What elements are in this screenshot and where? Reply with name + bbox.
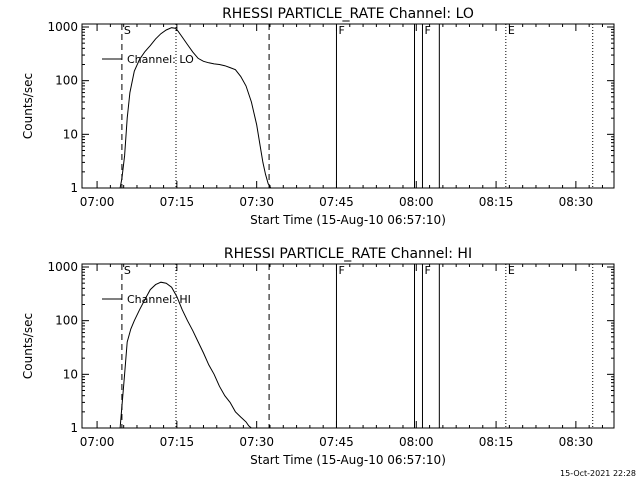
y-tick-label: 1 — [70, 181, 78, 195]
lo-channel-panel: RHESSI PARTICLE_RATE Channel: LO Counts/s… — [21, 6, 615, 227]
x-tick-label: 07:30 — [239, 435, 274, 449]
y-tick-label: 1 — [70, 421, 78, 435]
y-tick-label: 1000 — [47, 260, 78, 274]
series-line — [119, 281, 252, 429]
y-tick-label: 10 — [63, 127, 78, 141]
y-axis-label: Counts/sec — [21, 313, 35, 379]
event-marker-label: E — [508, 24, 515, 37]
y-tick-label: 1000 — [47, 20, 78, 34]
x-tick-label: 07:45 — [319, 435, 354, 449]
legend-label: Channel: HI — [127, 293, 191, 306]
event-marker-label: F — [338, 24, 344, 37]
x-tick-label: 08:00 — [399, 195, 434, 209]
footer-timestamp: 15-Oct-2021 22:28 — [560, 469, 636, 478]
x-tick-label: 07:00 — [80, 435, 115, 449]
event-marker-label: F — [338, 264, 344, 277]
chart-title: RHESSI PARTICLE_RATE Channel: LO — [222, 6, 474, 22]
x-tick-label: 07:00 — [80, 195, 115, 209]
x-tick-label: 07:30 — [239, 195, 274, 209]
x-axis-label: Start Time (15-Aug-10 06:57:10) — [250, 213, 446, 227]
y-axis-label: Counts/sec — [21, 73, 35, 139]
x-tick-label: 08:15 — [479, 435, 514, 449]
x-tick-label: 07:15 — [160, 195, 195, 209]
y-tick-label: 10 — [63, 367, 78, 381]
y-tick-label: 100 — [55, 314, 78, 328]
plot-frame — [81, 23, 615, 189]
x-tick-label: 07:45 — [319, 195, 354, 209]
event-marker-label: S — [124, 24, 131, 37]
chart-title: RHESSI PARTICLE_RATE Channel: HI — [224, 246, 472, 262]
event-marker-label: E — [508, 264, 515, 277]
x-tick-label: 08:30 — [559, 195, 594, 209]
hi-channel-panel: RHESSI PARTICLE_RATE Channel: HI Counts/s… — [21, 246, 615, 467]
y-tick-label: 100 — [55, 74, 78, 88]
x-tick-label: 07:15 — [160, 435, 195, 449]
event-marker-label: F — [424, 264, 430, 277]
x-tick-label: 08:00 — [399, 435, 434, 449]
x-tick-label: 08:15 — [479, 195, 514, 209]
legend-label: Channel: LO — [127, 53, 194, 66]
plot-frame — [81, 263, 615, 429]
event-marker-label: S — [124, 264, 131, 277]
series-line — [119, 27, 272, 189]
x-tick-label: 08:30 — [559, 435, 594, 449]
x-axis-label: Start Time (15-Aug-10 06:57:10) — [250, 453, 446, 467]
event-marker-label: F — [424, 24, 430, 37]
